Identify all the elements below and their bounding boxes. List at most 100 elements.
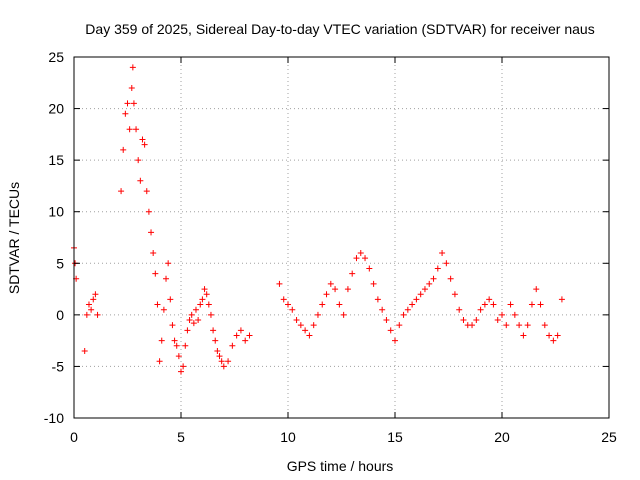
data-point: [481, 301, 488, 308]
data-point: [195, 317, 202, 324]
data-point: [154, 301, 161, 308]
y-axis-label: SDTVAR / TECUs: [6, 182, 22, 294]
data-point: [426, 280, 433, 287]
data-point: [128, 84, 135, 91]
data-point: [554, 332, 561, 339]
data-point: [158, 337, 165, 344]
data-point: [374, 296, 381, 303]
data-point: [276, 280, 283, 287]
data-point: [120, 146, 127, 153]
grid: [74, 57, 609, 418]
y-tick-label: -5: [52, 358, 65, 374]
data-point: [133, 126, 140, 133]
data-point: [210, 327, 217, 334]
data-point: [165, 260, 172, 267]
x-tick-label: 15: [387, 429, 403, 445]
data-point: [216, 353, 223, 360]
data-point: [533, 286, 540, 293]
x-tick-label: 25: [601, 429, 617, 445]
data-point: [520, 332, 527, 339]
data-point: [201, 286, 208, 293]
data-point: [212, 337, 219, 344]
axis-ticks: [73, 56, 610, 419]
x-tick-label: 20: [494, 429, 510, 445]
data-point: [357, 249, 364, 256]
data-point: [456, 306, 463, 313]
data-point: [302, 327, 309, 334]
data-point: [370, 280, 377, 287]
data-point: [173, 342, 180, 349]
data-point: [246, 332, 253, 339]
data-point: [379, 306, 386, 313]
y-tick-label: 15: [48, 152, 64, 168]
data-point: [409, 301, 416, 308]
data-point: [145, 208, 152, 215]
data-point: [490, 301, 497, 308]
data-point: [524, 322, 531, 329]
data-point: [242, 337, 249, 344]
data-point: [94, 311, 101, 318]
data-point: [85, 301, 92, 308]
data-point: [229, 342, 236, 349]
data-point: [137, 177, 144, 184]
data-point: [537, 301, 544, 308]
data-point: [124, 100, 131, 107]
data-point: [473, 317, 480, 324]
data-point: [190, 320, 197, 327]
data-point: [528, 301, 535, 308]
data-point: [541, 322, 548, 329]
data-point: [129, 64, 136, 71]
data-point: [218, 358, 225, 365]
data-point: [332, 286, 339, 293]
data-point: [141, 141, 148, 148]
x-tick-label: 0: [70, 429, 78, 445]
data-point: [289, 306, 296, 313]
data-point: [400, 311, 407, 318]
data-point: [169, 322, 176, 329]
data-point: [499, 311, 505, 318]
chart-title: Day 359 of 2025, Sidereal Day-to-day VTE…: [85, 21, 594, 37]
data-point: [139, 136, 146, 143]
data-point: [192, 306, 199, 313]
x-tick-label: 10: [280, 429, 296, 445]
x-tick-label: 5: [177, 429, 185, 445]
y-tick-label: -10: [44, 410, 64, 426]
data-point: [156, 358, 163, 365]
data-point: [163, 275, 170, 282]
data-point: [293, 317, 300, 324]
data-point: [336, 301, 343, 308]
data-point: [366, 265, 373, 272]
data-point: [340, 311, 347, 318]
data-point: [447, 275, 454, 282]
data-point: [460, 317, 467, 324]
data-point: [430, 275, 437, 282]
data-point: [182, 342, 189, 349]
data-point: [285, 301, 291, 308]
y-tick-label: 10: [48, 204, 64, 220]
data-point: [327, 280, 334, 287]
data-point: [237, 327, 244, 334]
data-point: [516, 322, 523, 329]
data-point: [148, 229, 155, 236]
plot-frame: [73, 56, 610, 419]
data-point: [92, 291, 99, 298]
data-point: [546, 332, 553, 339]
data-point: [362, 255, 369, 262]
data-point: [197, 301, 204, 308]
data-point: [175, 353, 182, 360]
data-point: [421, 286, 428, 293]
data-point: [186, 317, 193, 324]
data-point: [469, 322, 476, 329]
data-point: [387, 327, 394, 334]
data-point: [297, 322, 304, 329]
data-point: [558, 296, 565, 303]
data-point: [349, 270, 356, 277]
data-point: [178, 368, 184, 375]
data-point: [486, 296, 493, 303]
data-points: [71, 64, 565, 375]
data-point: [417, 291, 424, 298]
data-point: [503, 322, 510, 329]
data-point: [130, 100, 137, 107]
y-tick-label: 20: [48, 101, 64, 117]
data-point: [392, 337, 398, 344]
